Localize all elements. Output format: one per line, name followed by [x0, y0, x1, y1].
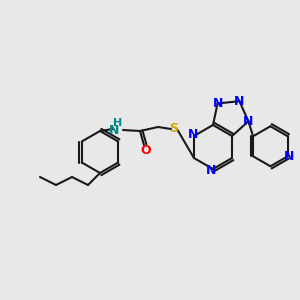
Text: N: N: [206, 164, 216, 176]
Text: H: H: [113, 118, 123, 128]
Text: O: O: [141, 143, 151, 157]
Text: N: N: [243, 115, 254, 128]
Text: S: S: [169, 122, 178, 136]
Text: N: N: [234, 95, 244, 108]
Text: N: N: [212, 97, 223, 110]
Text: N: N: [109, 124, 119, 136]
Text: N: N: [188, 128, 198, 142]
Text: N: N: [284, 150, 294, 163]
